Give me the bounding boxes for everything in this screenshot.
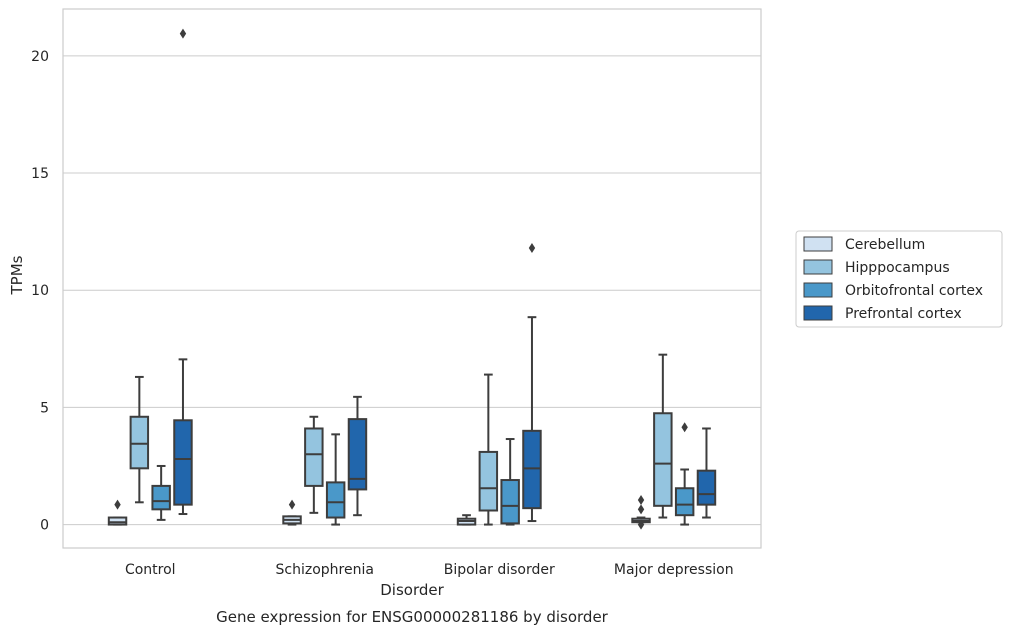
box-iqr (653, 412, 673, 507)
box-iqr (107, 516, 128, 526)
outlier-point (179, 28, 187, 39)
box-orbitofrontal-cortex (674, 422, 695, 526)
box-prefrontal-cortex (696, 427, 717, 519)
outlier-point (288, 499, 296, 510)
legend-label: Hipppocampus (845, 260, 950, 276)
box-iqr (151, 484, 171, 511)
y-tick-label: 5 (40, 400, 49, 416)
y-tick-label: 0 (40, 518, 49, 534)
grid-layer (63, 55, 761, 526)
box-cerebellum (456, 514, 477, 526)
legend-swatch (803, 259, 833, 275)
x-tick-labels: Control Schizophrenia Bipolar disorder Majo… (125, 562, 734, 578)
box-hipppocampus (478, 373, 499, 526)
outlier-point (637, 504, 645, 515)
outlier-point (637, 519, 645, 530)
box-iqr (500, 479, 520, 525)
box-prefrontal-cortex (173, 28, 193, 516)
box-iqr (478, 450, 499, 512)
box-orbitofrontal-cortex (500, 438, 520, 526)
x-tick-label: Control (125, 562, 176, 578)
plot-frame (62, 8, 762, 549)
legend-label: Prefrontal cortex (845, 306, 962, 322)
legend: Cerebellum Hipppocampus Orbitofrontal cort… (795, 230, 1003, 328)
x-tick-label: Schizophrenia (276, 562, 374, 578)
box-prefrontal-cortex (347, 395, 368, 517)
x-tick-label: Bipolar disorder (444, 562, 555, 578)
x-tick-label: Major depression (614, 562, 734, 578)
legend-label: Orbitofrontal cortex (845, 283, 983, 299)
box-iqr (696, 469, 717, 506)
box-iqr (129, 415, 150, 470)
box-iqr (347, 418, 368, 491)
boxes-layer (107, 28, 717, 530)
box-cerebellum (107, 499, 128, 526)
plot-area-border (62, 8, 762, 549)
x-axis-label: Disorder (380, 581, 444, 599)
box-hipppocampus (653, 353, 673, 519)
legend-swatch (803, 236, 833, 252)
box-orbitofrontal-cortex (151, 464, 171, 521)
legend-items: Cerebellum Hipppocampus Orbitofrontal cort… (803, 236, 983, 322)
y-axis-label: TPMs (8, 255, 26, 295)
box-iqr (674, 487, 695, 517)
legend-frame (795, 230, 1003, 328)
box-cerebellum (631, 494, 651, 530)
box-cerebellum (282, 499, 302, 526)
y-tick-labels: 0 5 10 15 20 (31, 49, 49, 534)
box-hipppocampus (304, 415, 324, 514)
outlier-point (637, 494, 645, 505)
box-prefrontal-cortex (522, 243, 542, 523)
outlier-point (114, 499, 121, 510)
legend-swatch (803, 305, 833, 321)
y-tick-label: 20 (31, 49, 49, 65)
y-tick-label: 10 (31, 283, 49, 299)
box-orbitofrontal-cortex (325, 433, 346, 526)
box-hipppocampus (129, 375, 150, 504)
legend-label: Cerebellum (845, 237, 925, 253)
box-iqr (325, 481, 346, 519)
box-iqr (304, 427, 324, 487)
box-iqr (173, 419, 193, 506)
outlier-point (528, 243, 536, 254)
legend-swatch (803, 282, 833, 298)
chart-title: Gene expression for ENSG00000281186 by d… (216, 608, 609, 626)
box-iqr (522, 429, 542, 510)
outlier-point (681, 422, 688, 433)
y-tick-label: 15 (31, 166, 49, 182)
